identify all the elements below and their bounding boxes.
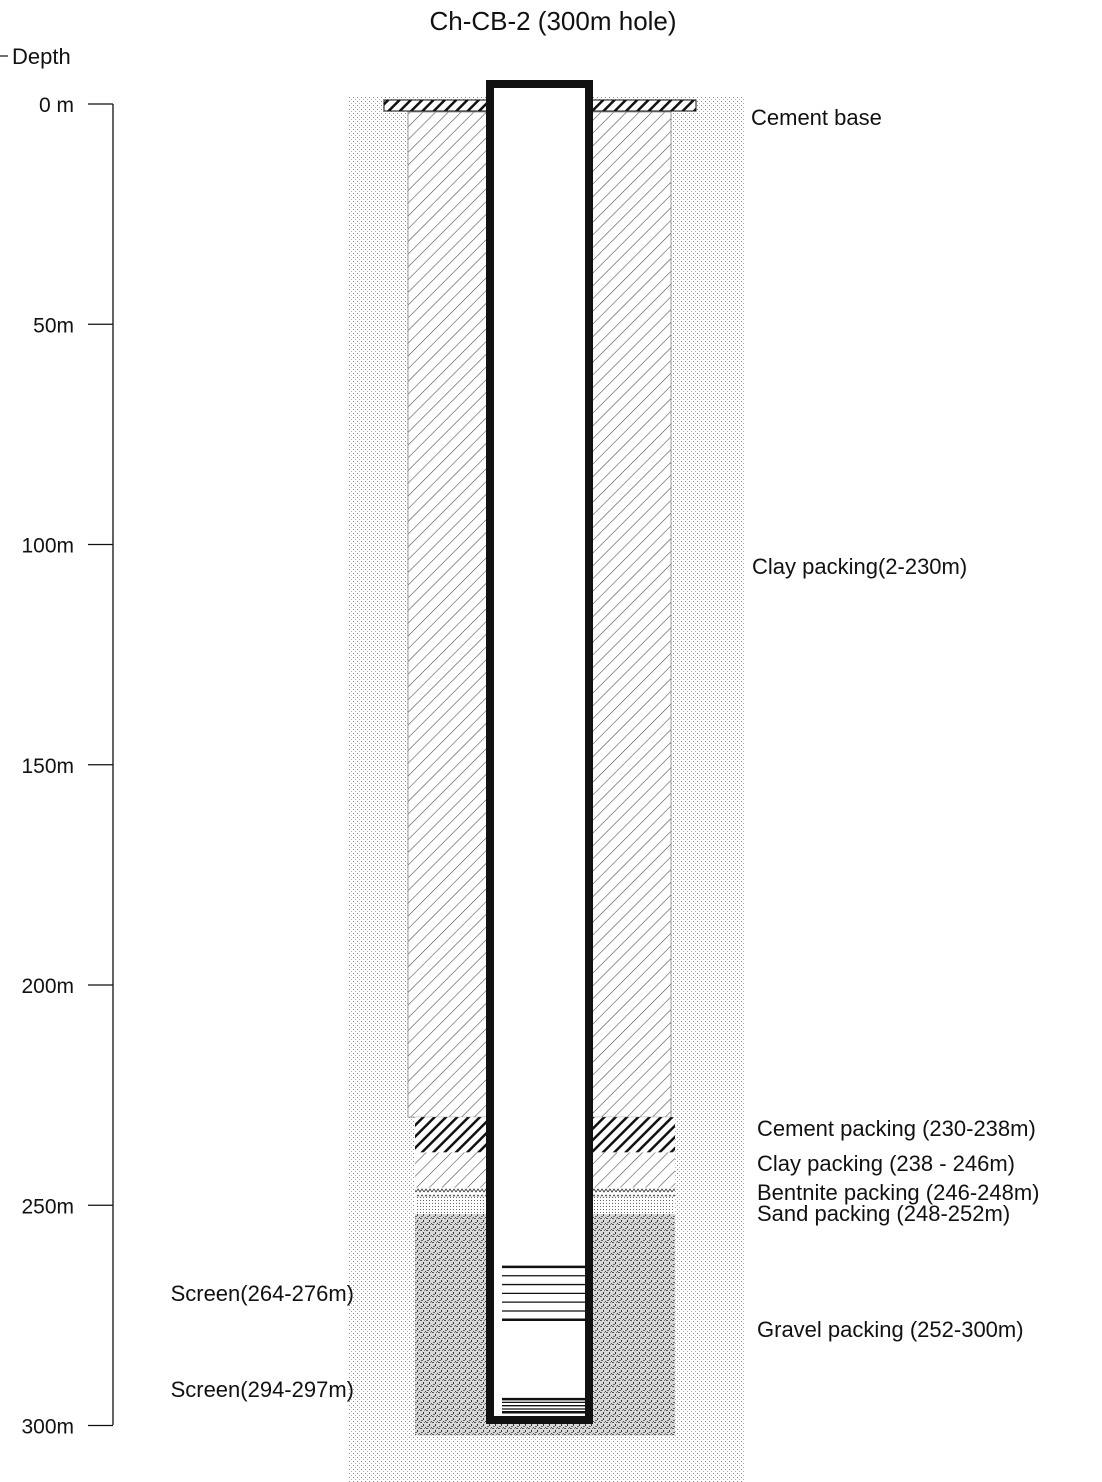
cement-packing-label: Cement packing (230-238m) (757, 1116, 1036, 1141)
clay-packing-lower-label: Clay packing (238 - 246m) (757, 1151, 1015, 1176)
screen-label: Screen(294-297m) (171, 1377, 354, 1402)
screen-label: Screen(264-276m) (171, 1281, 354, 1306)
gravel-packing-label: Gravel packing (252-300m) (757, 1317, 1024, 1342)
diagram-title: Ch-CB-2 (300m hole) (429, 6, 676, 36)
screen-slots (502, 1265, 590, 1414)
sand-packing-label: Sand packing (248-252m) (757, 1201, 1010, 1226)
depth-ticks: 0 m 50m 100m 150m 200m 250m 300m (21, 94, 113, 1439)
depth-tick-label: 50m (33, 314, 74, 337)
depth-tick-label: 0 m (39, 94, 74, 117)
bentnite-packing-label: Bentnite packing (246-248m) (757, 1180, 1040, 1205)
depth-axis: Depth 0 m 50m 100m 150m 200m 250m 300m (0, 44, 114, 1439)
depth-tick-label: 150m (21, 755, 74, 778)
depth-axis-label: Depth (12, 44, 71, 69)
cement-base-right (588, 99, 697, 112)
depth-tick-label: 300m (21, 1416, 74, 1439)
cement-base-label: Cement base (751, 105, 882, 130)
borehole (348, 80, 744, 1482)
clay-packing-upper-label: Clay packing(2-230m) (752, 554, 967, 579)
depth-tick-label: 100m (21, 535, 74, 558)
screen-labels: Screen(264-276m) Screen(294-297m) (171, 1281, 354, 1402)
depth-tick-label: 250m (21, 1195, 74, 1218)
casing-pipe (486, 80, 593, 1424)
cement-base-left (383, 99, 491, 112)
layer-labels: Cement base Clay packing(2-230m) Cement pa… (751, 105, 1040, 1342)
depth-tick-label: 200m (21, 975, 74, 998)
